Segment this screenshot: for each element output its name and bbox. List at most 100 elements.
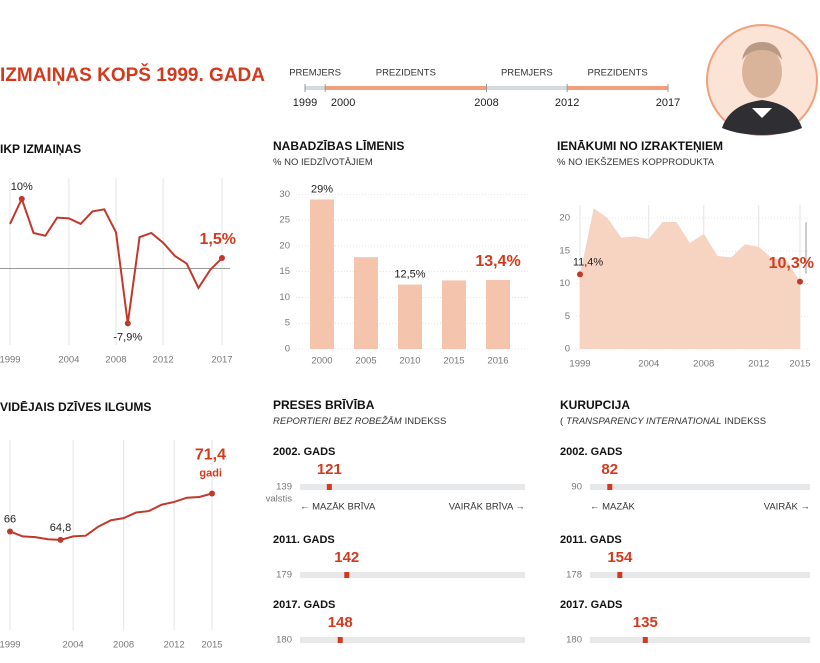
x-tick-label: 2015: [443, 356, 464, 367]
x-tick-label: 2008: [113, 640, 134, 651]
track: [300, 572, 525, 578]
timeline-year: 2008: [474, 97, 498, 109]
y-tick-label: 5: [565, 311, 570, 322]
rank-value: 121: [317, 461, 342, 478]
bar: [354, 257, 378, 349]
subtitle-part: TRANSPARENCY INTERNATIONAL: [566, 416, 721, 427]
x-tick-label: 2008: [105, 355, 126, 366]
track: [590, 484, 810, 490]
timeline-year: 2017: [656, 97, 680, 109]
value-label: 64,8: [50, 522, 71, 534]
bar: [486, 279, 510, 349]
value-label: 10,3%: [769, 255, 814, 272]
chart-subtitle: REPORTIERI BEZ ROBEŽĀM INDEKSS: [273, 416, 446, 427]
y-tick-label: 30: [279, 189, 290, 200]
marker: [344, 572, 350, 578]
point: [7, 528, 13, 535]
chart-title: VIDĒJAIS DZĪVES ILGUMS: [0, 400, 151, 414]
bar: [398, 284, 422, 349]
chart-subtitle: (TRANSPARENCY INTERNATIONAL INDEKSS: [560, 416, 766, 427]
y-tick-label: 25: [279, 215, 290, 226]
x-tick-label: 2015: [201, 640, 222, 651]
timeline-segment: [486, 86, 568, 90]
row-label: 2002. GADS: [560, 446, 622, 458]
x-tick-label: 2005: [355, 356, 376, 367]
point: [57, 536, 64, 543]
point: [209, 490, 215, 497]
rank-value: 154: [607, 549, 633, 566]
y-tick-label: 10: [559, 278, 570, 289]
legend-right: VAIRĀK →: [764, 502, 810, 513]
x-tick-label: 2008: [693, 359, 714, 370]
x-tick-label: 2017: [211, 355, 232, 366]
rank-value: 82: [601, 461, 618, 478]
value-label: 66: [4, 513, 16, 525]
x-tick-label: 2015: [789, 359, 810, 370]
row-label: 2017. GADS: [560, 599, 622, 611]
y-tick-label: 10: [279, 292, 290, 303]
chart-title: NABADZĪBAS LĪMENIS: [273, 139, 404, 153]
point: [219, 255, 225, 262]
point: [124, 320, 131, 327]
portrait: [706, 24, 818, 136]
scale-max: 179: [276, 570, 292, 581]
subtitle-part: % NO IEKŠZEMES KOPPRODUKTA: [557, 157, 715, 168]
y-tick-label: 5: [285, 318, 290, 329]
subtitle-part: % NO IEDZĪVOTĀJIEM: [273, 157, 373, 168]
scale-max: 90: [571, 482, 582, 493]
bar: [442, 280, 466, 349]
rank-value: 135: [633, 614, 658, 631]
chart-subtitle: % NO IEKŠZEMES KOPPRODUKTA: [557, 157, 715, 168]
value-label: 71,4: [195, 447, 226, 464]
bar: [310, 199, 334, 349]
marker: [642, 637, 648, 643]
value-label: -7,9%: [113, 331, 142, 343]
row-label: 2011. GADS: [560, 534, 622, 546]
point: [797, 278, 803, 285]
chart-title: IKP IZMAIŅAS: [0, 142, 81, 156]
marker: [617, 572, 623, 578]
annotation: gadi: [199, 467, 222, 479]
track: [590, 572, 810, 578]
timeline-year: 2012: [555, 97, 579, 109]
scale-note: valstis: [266, 494, 293, 505]
subtitle-part: INDEKSS: [405, 416, 447, 427]
x-tick-label: 2004: [58, 355, 79, 366]
page-title: IZMAIŅAS KOPŠ 1999. GADA: [0, 64, 265, 86]
subtitle-part: (: [560, 416, 564, 427]
x-tick-label: 1999: [0, 355, 21, 366]
x-tick-label: 2000: [311, 356, 332, 367]
legend-left: ← MAZĀK: [590, 502, 636, 513]
track: [300, 484, 525, 490]
x-tick-label: 2012: [153, 355, 174, 366]
marker: [326, 484, 332, 490]
chart-title: PRESES BRĪVĪBA: [273, 398, 375, 412]
timeline-segment: [567, 86, 668, 90]
value-label: 13,4%: [475, 253, 520, 270]
scale-max: 178: [566, 570, 582, 581]
row-label: 2002. GADS: [273, 446, 335, 458]
line: [9, 492, 213, 541]
x-tick-label: 1999: [569, 359, 590, 370]
timeline-label: PREMJERS: [501, 68, 553, 79]
value-label: 11,4%: [573, 256, 604, 268]
x-tick-label: 2010: [399, 356, 420, 367]
timeline-label: PREMJERS: [289, 68, 341, 79]
timeline-year: 1999: [293, 97, 317, 109]
track: [590, 637, 810, 643]
timeline-label: PREZIDENTS: [376, 68, 436, 79]
y-tick-label: 20: [279, 240, 290, 251]
x-tick-label: 2016: [487, 356, 508, 367]
x-tick-label: 2004: [63, 640, 84, 651]
y-tick-label: 20: [559, 213, 570, 224]
value-label: 1,5%: [200, 231, 236, 248]
line: [9, 196, 223, 324]
value-label: 12,5%: [394, 268, 425, 280]
y-tick-label: 15: [279, 266, 290, 277]
scale-max: 139: [276, 482, 292, 493]
subtitle-part: REPORTIERI BEZ ROBEŽĀM: [273, 416, 402, 427]
legend-left: ← MAZĀK BRĪVA: [300, 502, 376, 513]
scale-max: 180: [566, 635, 582, 646]
rank-value: 142: [334, 549, 359, 566]
timeline-year: 2000: [331, 97, 355, 109]
